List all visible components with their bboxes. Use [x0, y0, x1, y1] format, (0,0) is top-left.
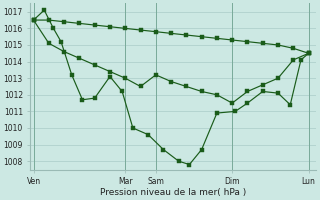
X-axis label: Pression niveau de la mer( hPa ): Pression niveau de la mer( hPa ): [100, 188, 246, 197]
